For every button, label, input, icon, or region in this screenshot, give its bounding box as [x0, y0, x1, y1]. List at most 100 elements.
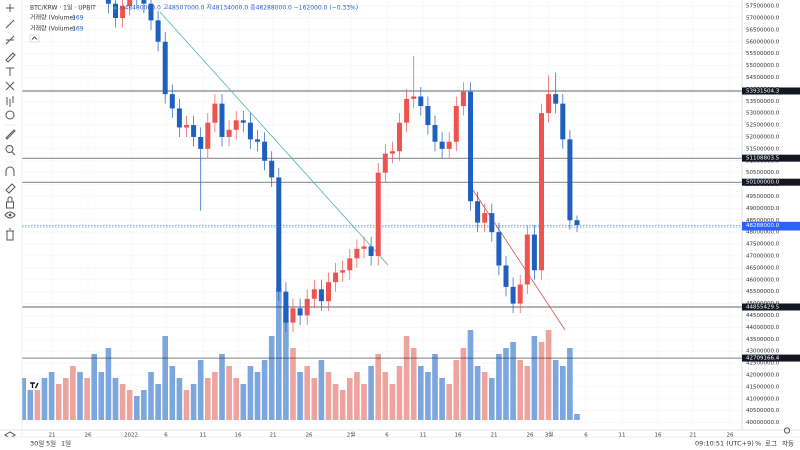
candle-body	[255, 139, 260, 142]
volume-bar	[325, 372, 332, 420]
level-label: 51108803.5	[746, 156, 780, 162]
candle-body	[198, 136, 204, 149]
candle-body	[531, 234, 537, 271]
range-button[interactable]: 5일	[46, 439, 56, 448]
volume-bar	[84, 378, 90, 420]
candle-body	[240, 120, 246, 123]
candle-body	[553, 94, 559, 104]
candle-body	[212, 103, 218, 123]
volume-bar	[304, 366, 310, 420]
candle-body	[567, 139, 573, 221]
candle-body	[226, 129, 232, 137]
symbol-title[interactable]: BTC/KRW · 1일 · UPBIT	[30, 4, 96, 12]
candle-body	[247, 122, 253, 140]
crosshair-tool[interactable]	[6, 4, 14, 12]
pattern-tool[interactable]	[5, 81, 15, 91]
volume-bar	[560, 366, 566, 420]
time-axis[interactable]: 21 26 2022 6 11 16 21 26 2월 6 11 16 21 26 3월 6 11 16 21 26	[49, 431, 734, 439]
volume-legend[interactable]: 거래량 (Volume)	[30, 14, 75, 22]
brush-tool[interactable]	[5, 52, 16, 63]
volume-bar	[567, 348, 573, 420]
volume-bar	[410, 348, 417, 420]
level-labels: 53931504.351108803.550100000.048216000.0…	[742, 87, 800, 362]
price-tick-label: 56000000.0	[746, 39, 780, 45]
price-tick-label: 49000000.0	[746, 206, 780, 212]
candle-body	[389, 151, 395, 154]
volume-bar	[489, 378, 495, 420]
status-dot	[113, 6, 117, 10]
lock-drawing-tool[interactable]	[5, 183, 16, 194]
volume-bar	[382, 372, 389, 420]
price-tick-label: 42500000.0	[746, 361, 780, 367]
price-tick-label: 47500000.0	[746, 242, 780, 248]
time-tick-label: 26	[527, 433, 534, 439]
volume-bar	[481, 372, 488, 420]
prediction-tool[interactable]	[6, 96, 14, 107]
candle-body	[340, 270, 346, 273]
volume-legend[interactable]: 거래량 (Volume)	[30, 25, 75, 33]
volume-bar	[496, 354, 502, 420]
text-tool[interactable]	[6, 67, 14, 76]
volume-bar	[55, 384, 62, 420]
volume-bar	[290, 348, 296, 420]
collapse-button[interactable]	[29, 34, 40, 43]
zoom-tool[interactable]	[5, 145, 16, 156]
percent-toggle[interactable]: %	[755, 440, 761, 448]
range-button[interactable]: 30일	[30, 439, 44, 448]
volume-bar	[155, 384, 161, 420]
time-tick-label: 26	[727, 433, 734, 439]
fib-tool[interactable]	[5, 35, 15, 45]
time-tick-label: 6	[584, 433, 588, 439]
candle-body	[347, 258, 353, 271]
volume-bar	[63, 378, 69, 420]
volume-bar	[446, 384, 452, 420]
volume-bar	[354, 372, 360, 420]
price-tick-label: 48000000.0	[746, 230, 780, 236]
visibility-tool[interactable]	[4, 211, 16, 219]
candle-body	[205, 122, 211, 149]
candle-body	[155, 20, 161, 42]
candle-body	[283, 291, 289, 323]
delete-tool[interactable]	[6, 228, 14, 241]
volume-bar	[183, 390, 190, 420]
price-tick-label: 50500000.0	[746, 170, 780, 176]
candle-body	[333, 272, 339, 283]
volume-bar	[474, 366, 481, 420]
volume-bar	[77, 372, 83, 420]
candle-body	[411, 96, 417, 99]
log-toggle[interactable]: 로그	[765, 440, 777, 448]
volume-bar	[27, 390, 34, 420]
candle-body	[539, 113, 544, 271]
price-tick-label: 53000000.0	[746, 111, 780, 117]
price-tick-label: 45500000.0	[746, 289, 780, 295]
candle-body	[425, 106, 431, 126]
time-tick-label: 21	[270, 433, 277, 439]
icons-tool[interactable]	[5, 110, 15, 120]
candle-body	[560, 103, 566, 140]
settings-button[interactable]	[783, 427, 791, 434]
candle-body	[184, 125, 189, 128]
auto-toggle[interactable]: 자동	[782, 439, 794, 448]
price-tick-label: 44000000.0	[746, 325, 780, 331]
magnet-tool[interactable]	[5, 166, 15, 176]
price-tick-label: 46500000.0	[746, 265, 780, 271]
volume-bar	[418, 366, 424, 420]
ruler-tool[interactable]	[5, 129, 16, 140]
lock-tool[interactable]	[6, 196, 14, 209]
candle-body	[269, 160, 275, 178]
time-tick-label: 16	[655, 433, 662, 439]
volume-bar	[119, 384, 126, 420]
grid	[22, 0, 742, 430]
volume-bar	[396, 366, 403, 420]
volume-bar	[517, 360, 523, 420]
collapse-icon	[31, 36, 38, 40]
volume-bar	[552, 360, 559, 420]
ohlc-values: 시48480000.0 고48507000.0 저48134000.0 종482…	[119, 4, 358, 12]
volume-bar	[112, 378, 119, 420]
price-tick-label: 52000000.0	[746, 134, 780, 140]
candle-body	[219, 103, 225, 137]
trendline-tool[interactable]	[5, 19, 15, 29]
candle-layer	[105, 0, 580, 333]
range-button[interactable]: 1일	[61, 439, 71, 448]
candle-body	[191, 125, 197, 137]
